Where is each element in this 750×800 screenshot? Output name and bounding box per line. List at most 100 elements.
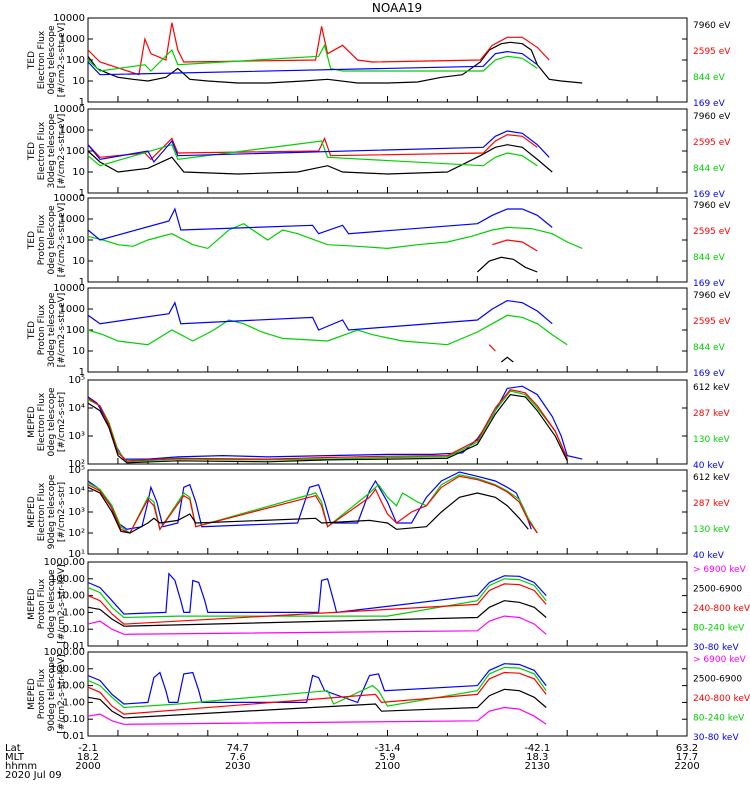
legend-entry: 287 keV — [693, 499, 730, 509]
y-tick-label: 0.01 — [63, 641, 85, 652]
y-tick-label: 100 — [66, 55, 85, 66]
footer-hhmm: 2030 — [225, 761, 250, 772]
y-tick-label: 100.00 — [50, 574, 85, 585]
y-axis-label: TED Proton Flux 30deg telescope [#/cm2-s-st… — [27, 292, 67, 367]
series-line-blue — [87, 207, 553, 241]
y-axis-label: MEPED Proton Flux 90deg telescope [#/cm2-s-… — [27, 654, 67, 733]
legend-entry: 130 keV — [693, 435, 730, 445]
y-tick-label: 0.10 — [63, 714, 85, 725]
series-line-green — [87, 43, 538, 72]
y-axis-label-line: 0deg telescope — [47, 387, 57, 457]
series-line-blue — [87, 130, 550, 164]
series-line-red — [87, 22, 550, 76]
y-axis-label-line: TED — [27, 142, 37, 161]
y-tick-label: 10 — [72, 256, 85, 267]
y-axis-label-line: MEPED — [27, 678, 37, 710]
footer-mlt: 18.2 — [77, 752, 99, 763]
panel-frame — [87, 287, 688, 373]
legend-entry: 2595 eV — [693, 227, 731, 237]
y-tick-label: 10⁵ — [68, 375, 85, 386]
y-tick-label: 100.00 — [50, 664, 85, 675]
legend-entry: 2500-6900 — [693, 675, 742, 685]
y-axis-label: TED Electron Flux 30deg telescope [#/cm2-s-… — [27, 113, 67, 188]
y-axis-label: MEPED Electron Flux 0deg telescope [#/cm2-s… — [27, 387, 67, 457]
y-tick-label: 10² — [68, 528, 85, 539]
series-line-magenta — [87, 706, 547, 725]
series-line-red — [87, 134, 538, 161]
series-line-black — [87, 600, 547, 627]
y-axis-label: TED Proton Flux 0deg telescope [#/cm2-s-str… — [27, 203, 67, 278]
legend-entry: 169 eV — [693, 99, 726, 109]
series-line-green — [87, 223, 583, 250]
series-line-black — [87, 688, 547, 719]
y-tick-label: 1000 — [60, 125, 85, 136]
legend-entry: 7960 eV — [693, 21, 731, 31]
y-tick-label: 10000 — [53, 104, 85, 115]
footer-lat: -2.1 — [78, 743, 98, 754]
y-axis-label-line: MEPED — [27, 588, 37, 620]
footer-hhmm: 2130 — [525, 761, 550, 772]
legend-entry: 40 keV — [693, 551, 725, 561]
y-tick-label: 100 — [66, 146, 85, 157]
series-line-blue — [87, 471, 532, 530]
legend-entry: 7960 eV — [693, 291, 731, 301]
series-line-green — [87, 314, 568, 346]
y-tick-label: 10² — [68, 459, 85, 470]
y-tick-label: 10³ — [68, 507, 85, 518]
y-tick-label: 1 — [79, 367, 85, 378]
y-tick-label: 1000.00 — [44, 647, 85, 658]
series-line-red — [488, 344, 496, 352]
y-axis-label-line: MEPED — [27, 406, 37, 438]
y-axis-label-line: 90deg telescope — [47, 656, 57, 731]
y-axis-label-line: [#/cm2-s-str-eV] — [57, 114, 67, 189]
legend-entry: 2595 eV — [693, 317, 731, 327]
y-axis-label-line: TED — [27, 321, 37, 340]
legend-entry: 612 keV — [693, 473, 730, 483]
y-axis-label-line: Proton Flux — [37, 578, 47, 629]
y-tick-label: 0.10 — [63, 624, 85, 635]
y-axis-label-line: TED — [27, 51, 37, 70]
y-tick-label: 10.00 — [56, 681, 85, 692]
y-tick-label: 10000 — [53, 13, 85, 24]
series-line-green — [87, 390, 568, 463]
legend-entry: 130 keV — [693, 525, 730, 535]
series-line-red — [87, 475, 538, 534]
legend-entry: 40 keV — [693, 461, 725, 471]
legend-entry: 844 eV — [693, 164, 726, 174]
y-tick-label: 10 — [72, 167, 85, 178]
footer-mlt: 5.9 — [380, 752, 396, 763]
y-tick-label: 10000 — [53, 283, 85, 294]
footer-lat: -42.1 — [524, 743, 550, 754]
y-tick-label: 1.00 — [63, 697, 85, 708]
footer-row-label: Lat — [5, 743, 21, 754]
legend-entry: 2500-6900 — [693, 585, 742, 595]
y-tick-label: 10⁴ — [68, 403, 85, 414]
y-tick-label: 1 — [79, 188, 85, 199]
panel-frame — [87, 197, 688, 283]
legend-entry: 30-80 keV — [693, 733, 739, 743]
y-axis-label: MEPED Electron Flux 90deg telescope [#/cm2-… — [27, 474, 67, 549]
y-tick-label: 1 — [79, 277, 85, 288]
legend-entry: 240-800 keV — [693, 694, 750, 704]
y-axis-label-line: TED — [27, 231, 37, 250]
legend-entry: 80-240 keV — [693, 624, 745, 634]
chart-title: NOAA19 — [372, 1, 422, 15]
y-axis-label-line: [#/cm2-s-str-keV] — [57, 654, 67, 733]
legend-entry: 612 keV — [693, 383, 730, 393]
legend-entry: 7960 eV — [693, 112, 731, 122]
y-axis-label-line: Proton Flux — [37, 668, 47, 719]
panel-frame — [87, 17, 688, 103]
y-tick-label: 10000 — [53, 193, 85, 204]
y-tick-label: 100 — [66, 235, 85, 246]
y-axis-label-line: [#/cm2-s-str-keV] — [57, 564, 67, 643]
series-line-green — [87, 666, 547, 709]
y-tick-label: 1000.00 — [44, 557, 85, 568]
legend-entry: 30-80 keV — [693, 643, 739, 653]
y-axis-label-line: [#/cm2-s-str] — [57, 392, 67, 452]
series-line-black — [476, 256, 538, 273]
